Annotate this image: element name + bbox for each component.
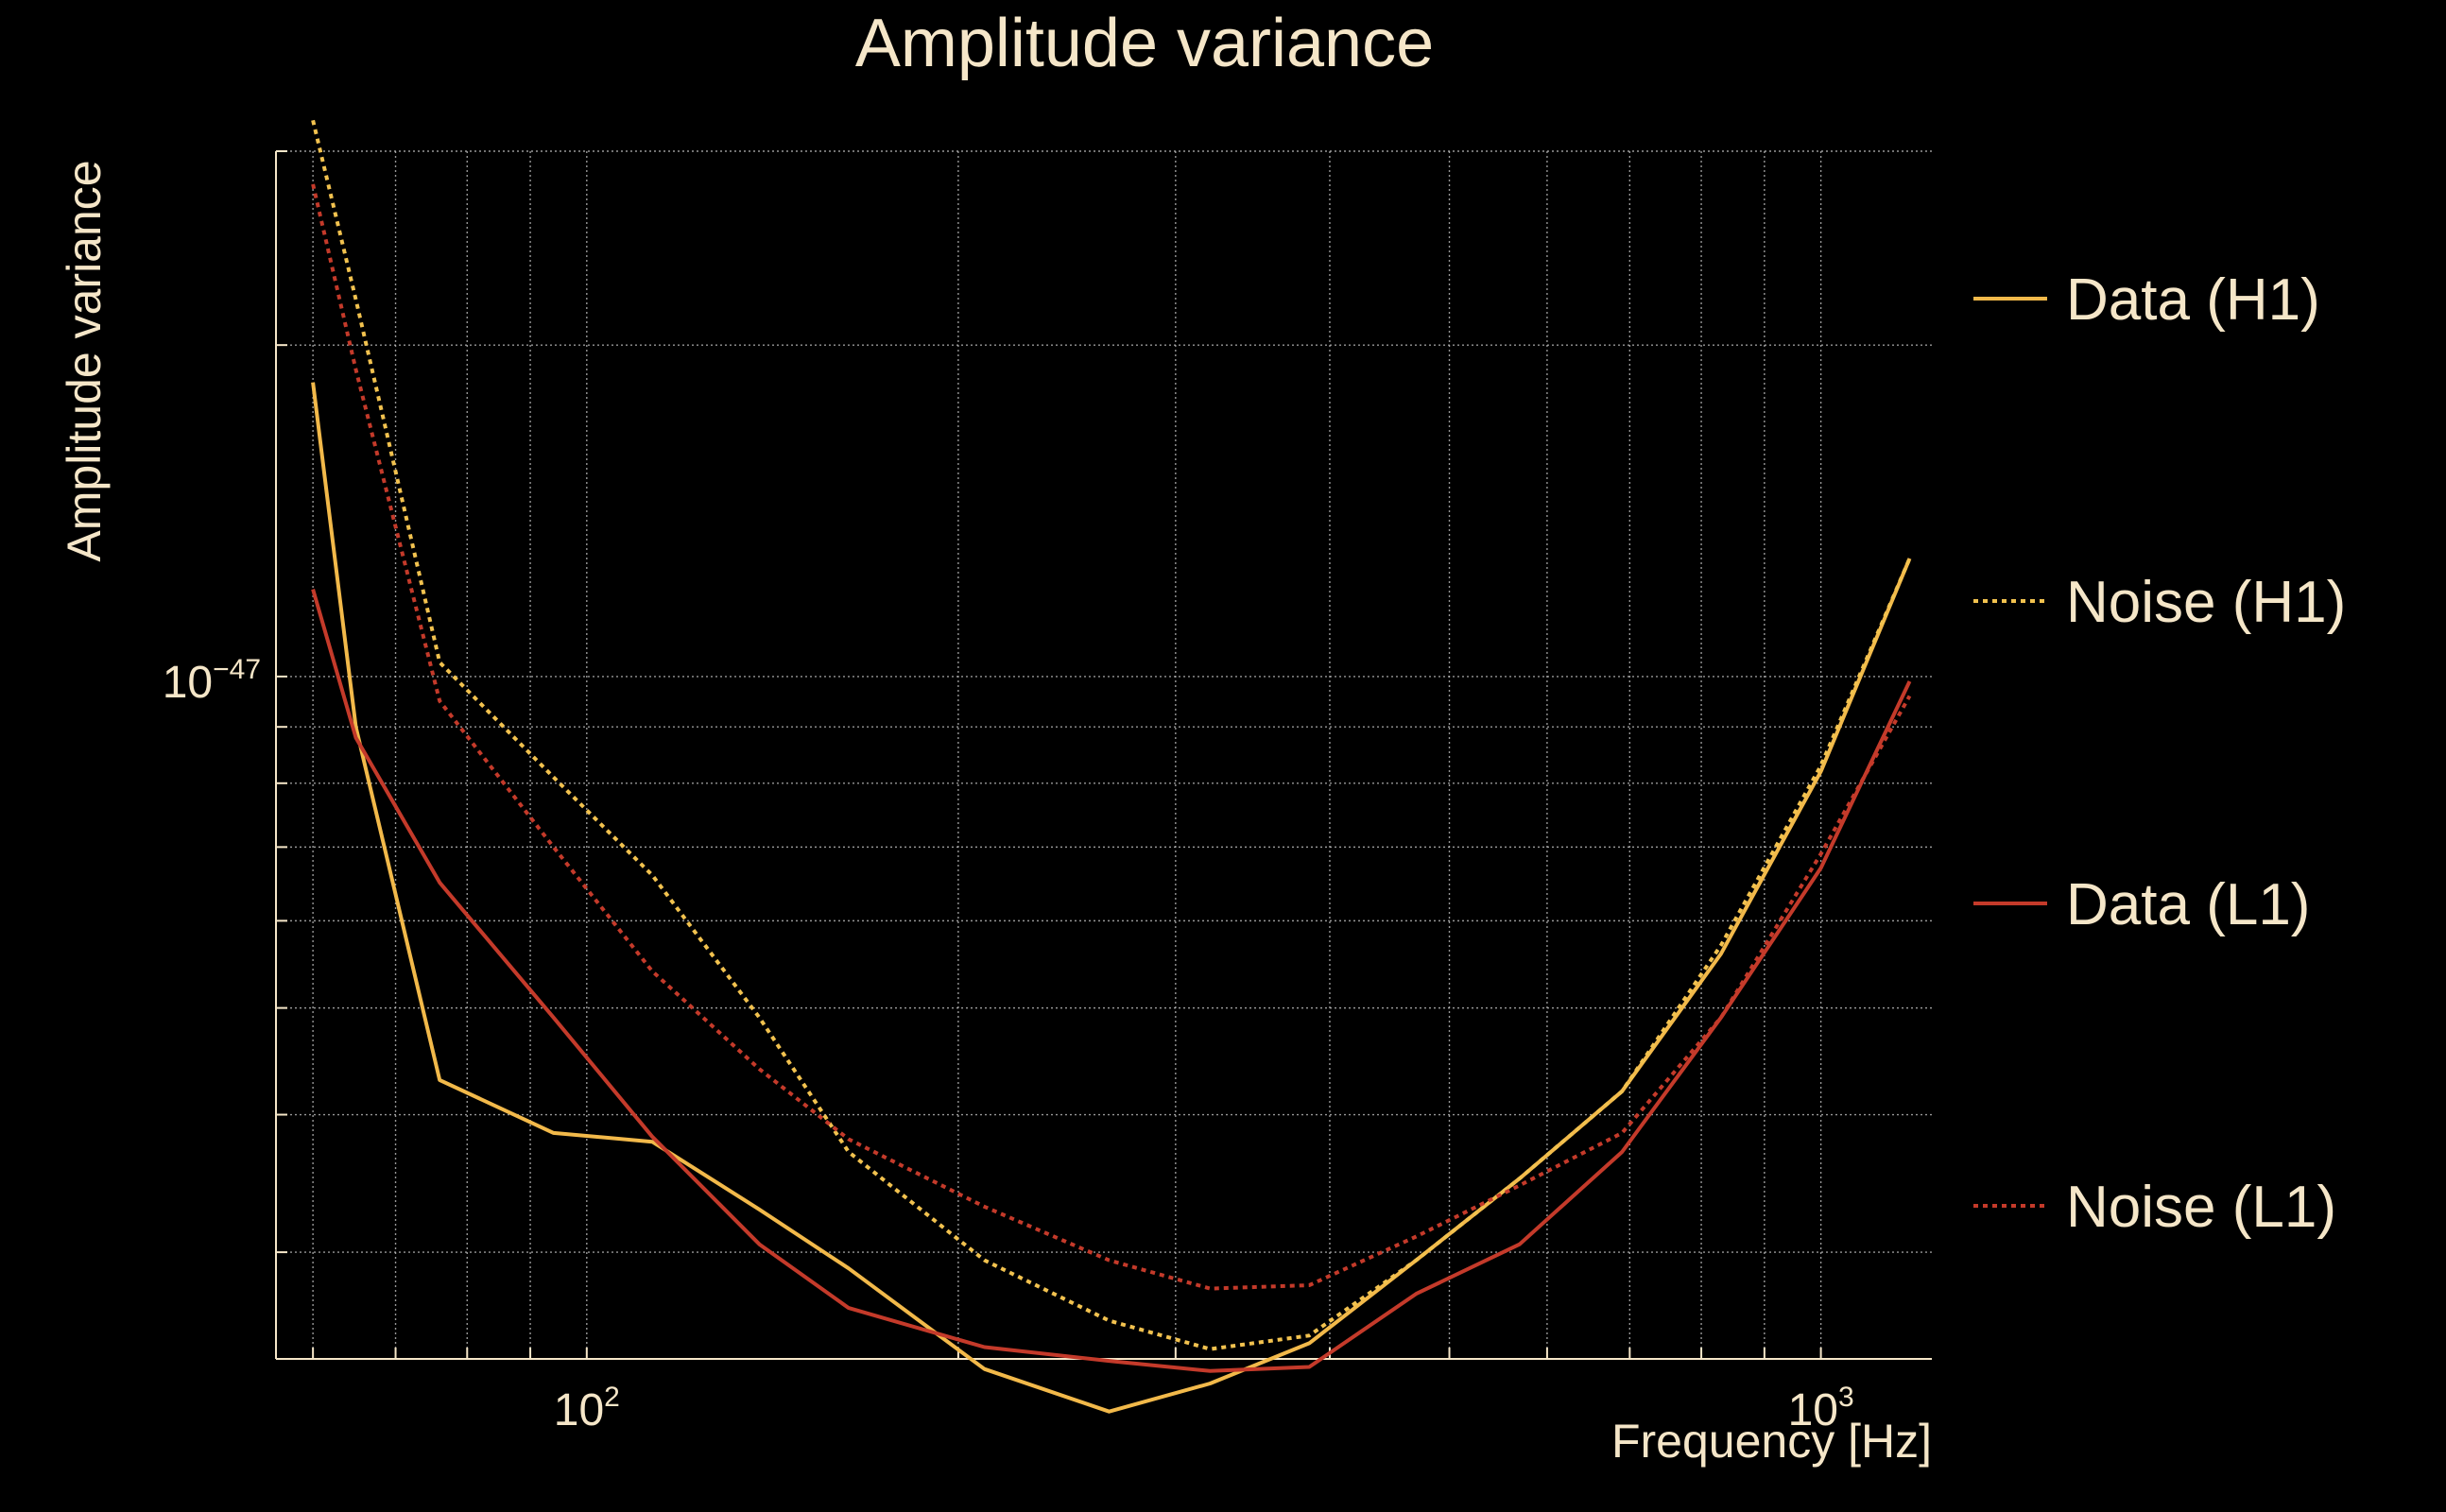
legend-label: Data (H1) [2066, 267, 2320, 333]
series [311, 119, 1912, 1414]
series-line-4 [311, 183, 1912, 1291]
series-line-2 [311, 119, 1912, 1351]
y-axis-label: Amplitude variance [58, 160, 111, 561]
legend-label: Data (L1) [2066, 872, 2310, 937]
legend-label: Noise (L1) [2066, 1175, 2336, 1240]
legend-label: Noise (H1) [2066, 570, 2346, 635]
series-line-3 [311, 589, 1912, 1373]
legend: Data (H1) Noise (H1) Data (L1) Noise (L1) [1973, 267, 2346, 1240]
x-axis-label: Frequency [Hz] [1611, 1415, 1932, 1468]
x-tick-label: 103 [1788, 1382, 1854, 1435]
tick-labels: 102 103 10−47 [163, 654, 1854, 1435]
chart-title: Amplitude variance [855, 6, 1434, 81]
x-tick-label: 102 [554, 1382, 620, 1435]
y-tick-label: 10−47 [163, 654, 261, 708]
grid [276, 150, 1932, 1359]
